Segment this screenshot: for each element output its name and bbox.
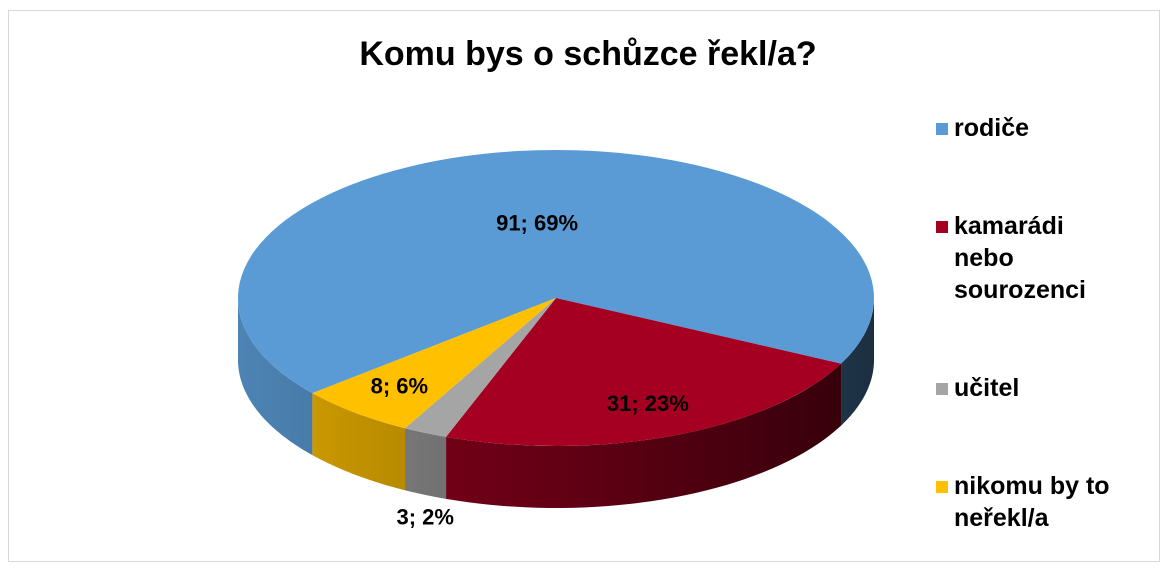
slice	[237, 150, 874, 394]
legend-item: nikomu by to neřekl/a	[936, 470, 1119, 534]
data-label: 8; 6%	[371, 373, 428, 398]
chart-frame	[8, 10, 1160, 562]
legend-item: učitel	[936, 372, 1119, 404]
pie-sides	[238, 298, 874, 508]
legend-label: nikomu by to neřekl/a	[954, 472, 1110, 532]
legend-label: učitel	[954, 374, 1020, 402]
data-label: 91; 69%	[496, 210, 578, 235]
slice	[446, 298, 842, 446]
slice-side	[312, 393, 406, 491]
legend-label: rodiče	[954, 114, 1030, 142]
legend-item: kamarádi nebo sourozenci	[936, 210, 1119, 306]
slice-side	[446, 363, 842, 508]
chart-title: Komu bys o schůzce řekl/a?	[359, 35, 816, 73]
data-label: 31; 23%	[607, 391, 689, 416]
slice	[405, 298, 556, 437]
legend: rodiče kamarádi nebo sourozenci učitel niko…	[936, 112, 1119, 534]
slice-side	[238, 298, 313, 456]
slice-side	[841, 298, 874, 426]
legend-item: rodiče	[936, 112, 1119, 144]
legend-label: kamarádi nebo sourozenci	[954, 212, 1086, 304]
data-label: 3; 2%	[396, 505, 453, 530]
slice-side	[405, 428, 447, 499]
slice	[312, 298, 556, 429]
legend-swatch	[936, 221, 948, 233]
legend-swatch	[936, 123, 948, 135]
legend-swatch	[936, 383, 948, 395]
pie-tops	[237, 150, 874, 446]
legend-swatch	[936, 481, 948, 493]
